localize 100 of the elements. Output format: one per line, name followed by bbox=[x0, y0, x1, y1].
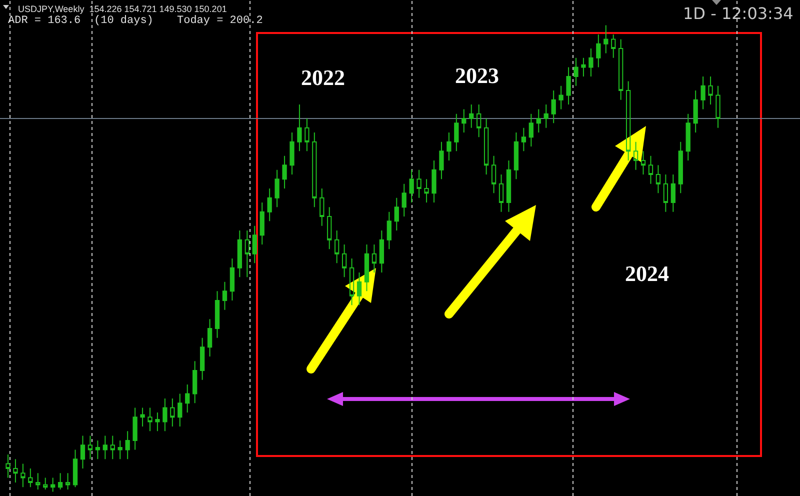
candlestick bbox=[320, 188, 324, 226]
candlestick bbox=[58, 472, 63, 490]
annotation: Today = 200.2 bbox=[177, 15, 263, 27]
candlestick bbox=[28, 468, 33, 488]
candlestick bbox=[364, 244, 370, 292]
candlestick bbox=[424, 178, 429, 204]
candlestick bbox=[402, 183, 406, 217]
candlestick bbox=[349, 258, 354, 306]
candlestick bbox=[132, 407, 138, 450]
annotation: (10 days) bbox=[94, 15, 154, 27]
candlestick bbox=[312, 132, 317, 208]
candlestick bbox=[678, 141, 683, 194]
candlestick bbox=[484, 118, 489, 176]
candlestick bbox=[648, 155, 654, 184]
candlestick bbox=[290, 132, 294, 176]
candlestick bbox=[708, 76, 713, 106]
candlestick bbox=[506, 160, 512, 212]
candlestick bbox=[544, 104, 548, 128]
candlestick bbox=[633, 141, 638, 170]
candlestick bbox=[432, 160, 436, 204]
candlestick bbox=[514, 132, 519, 180]
candlestick bbox=[230, 258, 235, 301]
candlestick bbox=[551, 90, 556, 124]
candlestick bbox=[125, 430, 130, 460]
candlestick bbox=[178, 393, 182, 427]
candlestick bbox=[626, 80, 631, 162]
candlestick bbox=[491, 155, 496, 194]
candlestick bbox=[110, 435, 115, 460]
annotation: ADR = 163.6 bbox=[8, 15, 81, 27]
candlestick bbox=[342, 244, 347, 278]
candlestick bbox=[611, 34, 616, 58]
candlestick bbox=[439, 141, 444, 180]
candlestick bbox=[498, 174, 504, 212]
candlestick bbox=[409, 169, 414, 204]
candlestick bbox=[260, 202, 264, 245]
candlestick bbox=[454, 113, 459, 152]
candlestick bbox=[72, 449, 78, 488]
candlestick bbox=[192, 360, 198, 404]
annotation: 2023 bbox=[455, 63, 499, 88]
text: 1D - 12:03:34 bbox=[683, 4, 794, 23]
candlestick bbox=[656, 164, 661, 194]
candlestick bbox=[50, 477, 56, 492]
candlestick bbox=[282, 155, 287, 190]
candlestick bbox=[267, 188, 272, 222]
annotation: 2024 bbox=[625, 261, 669, 286]
candlestick bbox=[170, 398, 175, 427]
candlestick bbox=[274, 169, 280, 208]
candlestick bbox=[536, 108, 541, 134]
candlestick bbox=[148, 407, 152, 432]
candlestick bbox=[207, 318, 212, 357]
text: USDJPY,Weekly 154.226 154.721 149.530 150.201 bbox=[18, 4, 227, 14]
candlestick bbox=[237, 230, 242, 278]
candlestick bbox=[95, 440, 100, 460]
candlestick bbox=[118, 440, 122, 460]
candlestick bbox=[581, 57, 586, 78]
candlestick bbox=[521, 127, 526, 152]
candlestick bbox=[80, 435, 86, 469]
candlestick bbox=[693, 90, 698, 134]
candlestick bbox=[670, 174, 676, 212]
candlestick bbox=[244, 230, 250, 278]
candlestick bbox=[6, 454, 10, 478]
candlestick bbox=[162, 398, 168, 432]
candlestick bbox=[379, 230, 384, 273]
candlestick bbox=[13, 458, 18, 483]
candlestick bbox=[640, 150, 646, 176]
candlestick bbox=[476, 104, 482, 138]
candlestick bbox=[222, 281, 228, 310]
candlestick bbox=[469, 104, 474, 128]
candlestick bbox=[185, 384, 190, 413]
candlestick bbox=[700, 76, 706, 110]
candlestick bbox=[686, 113, 690, 162]
candlestick bbox=[36, 472, 40, 490]
candlestick bbox=[588, 48, 594, 78]
candlestick bbox=[88, 435, 93, 460]
candlestick bbox=[604, 24, 608, 54]
candlestick bbox=[252, 225, 257, 264]
candlestick bbox=[558, 85, 564, 110]
candlestick bbox=[416, 169, 422, 198]
candlestick bbox=[214, 290, 220, 338]
candlestick bbox=[140, 407, 145, 427]
candlestick bbox=[462, 108, 466, 134]
candlestick bbox=[155, 412, 160, 432]
candlestick bbox=[566, 66, 571, 106]
candlestick bbox=[356, 272, 362, 306]
annotation: 2022 bbox=[301, 65, 345, 90]
candlestick bbox=[372, 244, 377, 273]
candlestick bbox=[43, 477, 48, 490]
candlestick bbox=[334, 230, 340, 264]
candlestick bbox=[394, 197, 399, 231]
candlestick bbox=[386, 211, 392, 250]
candlestick bbox=[663, 174, 668, 212]
candlestick bbox=[304, 118, 310, 152]
candlestick bbox=[618, 38, 624, 100]
candlestick bbox=[65, 472, 70, 490]
candlestick bbox=[200, 337, 205, 380]
candlestick bbox=[327, 206, 332, 250]
candlestick bbox=[446, 132, 452, 162]
candlestick bbox=[20, 463, 26, 488]
candlestick bbox=[297, 104, 302, 152]
candlestick bbox=[102, 435, 108, 460]
